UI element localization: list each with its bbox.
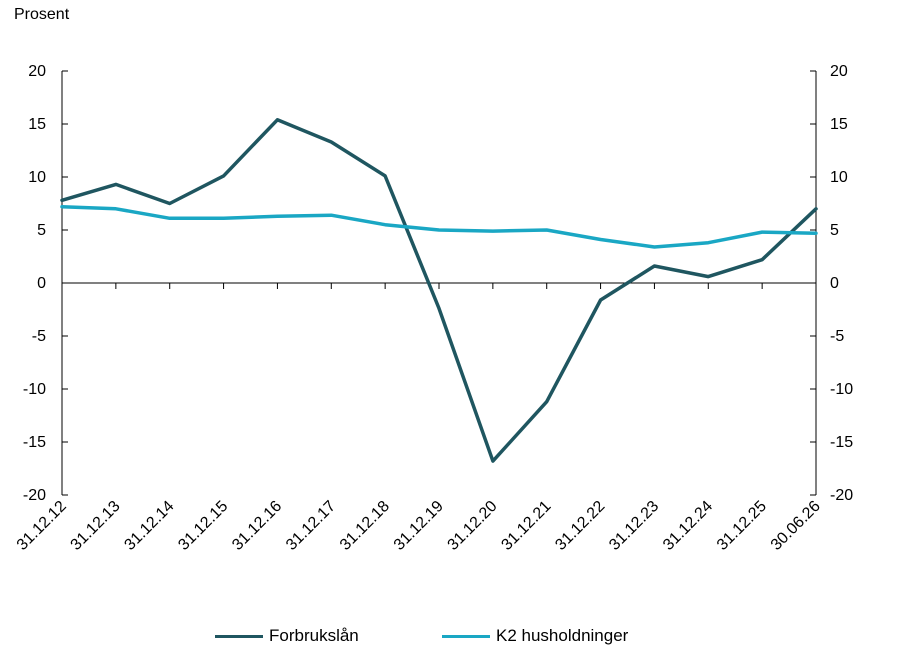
x-tick-label: 31.12.13 — [68, 498, 124, 554]
right-y-tick-labels: 20 15 10 5 0 -5 -10 -15 -20 — [830, 63, 853, 504]
x-tick-label: 31.12.19 — [391, 498, 447, 554]
legend-swatch-series-1 — [215, 634, 263, 638]
left-y-tick-label: -10 — [23, 381, 46, 398]
legend-item-series-2: K2 husholdninger — [442, 626, 628, 646]
left-y-tick-label: 15 — [28, 116, 46, 133]
x-tick-label: 31.12.23 — [606, 498, 662, 554]
left-y-tick-label: -15 — [23, 434, 46, 451]
x-tick-label: 31.12.22 — [552, 498, 608, 554]
x-tick-label: 31.12.21 — [498, 498, 554, 554]
x-tick-labels: 31.12.1231.12.1331.12.1431.12.1531.12.16… — [14, 498, 824, 554]
left-y-tick-label: -20 — [23, 487, 46, 504]
left-y-tick-label: 20 — [28, 63, 46, 80]
x-tick-label: 31.12.15 — [175, 498, 231, 554]
x-tick-label: 31.12.20 — [445, 498, 501, 554]
legend-label-series-2: K2 husholdninger — [496, 626, 629, 645]
right-y-tick-label: -10 — [830, 381, 853, 398]
series-lines — [60, 118, 818, 463]
legend: Forbrukslån K2 husholdninger — [0, 626, 902, 652]
right-y-tick-label: 10 — [830, 169, 848, 186]
right-y-tick-label: 20 — [830, 63, 848, 80]
left-y-tick-labels: 20 15 10 5 0 -5 -10 -15 -20 — [23, 63, 46, 504]
series-line-1 — [60, 118, 818, 463]
left-y-tick-label: -5 — [32, 328, 46, 345]
right-y-tick-label: 0 — [830, 275, 839, 292]
right-y-tick-label: -5 — [830, 328, 844, 345]
series-line-2 — [60, 204, 818, 249]
right-y-tick-label: -15 — [830, 434, 853, 451]
x-tick-label: 31.12.24 — [660, 498, 716, 554]
x-tick-label: 31.12.16 — [229, 498, 285, 554]
x-tick-label: 31.12.14 — [121, 498, 177, 554]
x-tick-label: 30.06.26 — [768, 498, 824, 554]
left-y-tick-label: 0 — [37, 275, 46, 292]
legend-label-series-1: Forbrukslån — [269, 626, 359, 645]
left-y-tick-label: 5 — [37, 222, 46, 239]
right-y-tick-label: 15 — [830, 116, 848, 133]
right-y-tick-label: 5 — [830, 222, 839, 239]
x-tick-label: 31.12.12 — [14, 498, 70, 554]
legend-swatch-series-2 — [442, 634, 490, 638]
y-axis-unit-label: Prosent — [14, 6, 70, 23]
x-tick-label: 31.12.18 — [337, 498, 393, 554]
legend-item-series-1: Forbrukslån — [215, 626, 359, 646]
x-tick-label: 31.12.17 — [283, 498, 339, 554]
left-y-tick-label: 10 — [28, 169, 46, 186]
axes — [61, 70, 817, 496]
x-tick-label: 31.12.25 — [714, 498, 770, 554]
right-y-tick-label: -20 — [830, 487, 853, 504]
